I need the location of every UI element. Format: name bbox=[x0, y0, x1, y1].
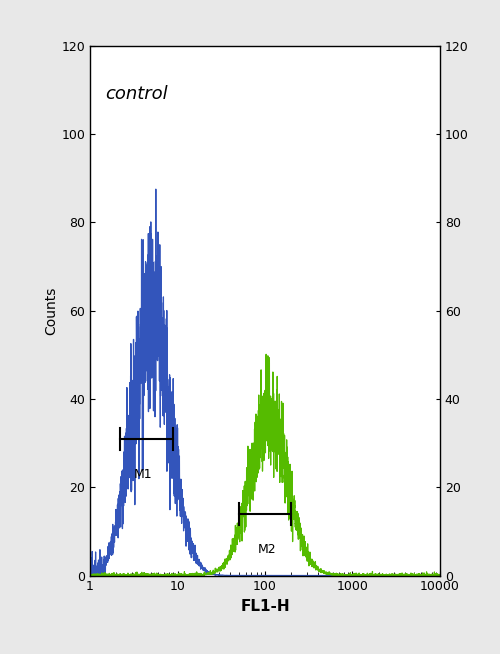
X-axis label: FL1-H: FL1-H bbox=[240, 599, 290, 614]
Text: M1: M1 bbox=[134, 468, 152, 481]
Text: control: control bbox=[106, 85, 168, 103]
Text: M2: M2 bbox=[258, 543, 276, 557]
Y-axis label: Counts: Counts bbox=[44, 286, 59, 335]
